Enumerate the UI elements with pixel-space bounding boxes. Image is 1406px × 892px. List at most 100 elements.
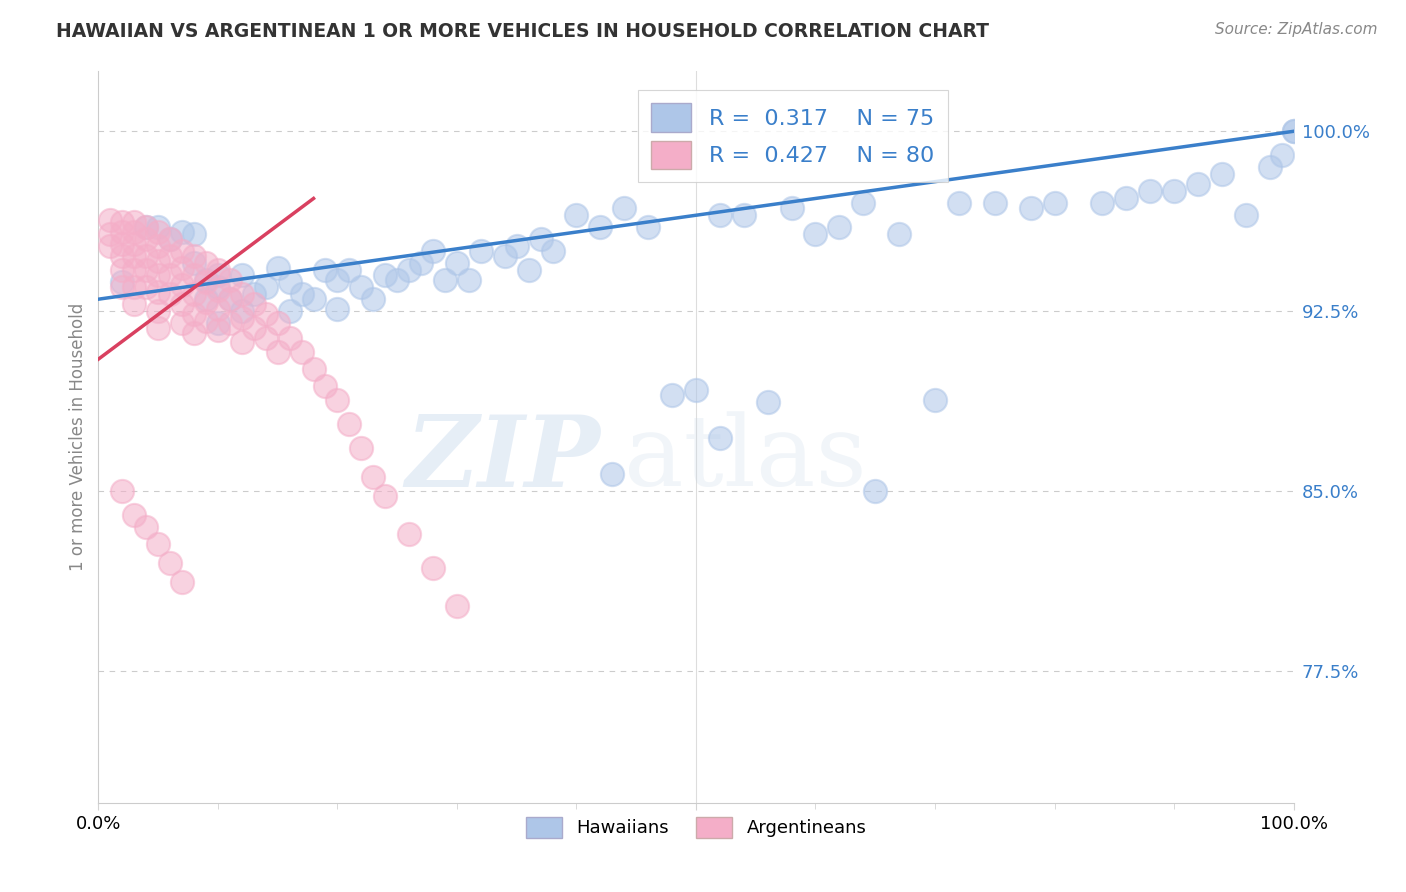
Point [254, 280, 277, 294]
Point [291, 345, 314, 359]
Point [183, 249, 205, 263]
Point [530, 232, 553, 246]
Point [709, 208, 731, 222]
Point [195, 294, 218, 309]
Point [183, 268, 205, 283]
Point [219, 292, 242, 306]
Point [148, 321, 170, 335]
Point [111, 483, 134, 498]
Point [172, 277, 194, 292]
Point [207, 280, 229, 294]
Point [231, 268, 253, 283]
Text: HAWAIIAN VS ARGENTINEAN 1 OR MORE VEHICLES IN HOUSEHOLD CORRELATION CHART: HAWAIIAN VS ARGENTINEAN 1 OR MORE VEHICL… [56, 22, 990, 41]
Point [494, 249, 516, 263]
Point [98, 227, 122, 242]
Point [195, 276, 218, 290]
Point [231, 304, 253, 318]
Point [254, 307, 277, 321]
Point [183, 227, 205, 242]
Point [195, 292, 218, 306]
Point [207, 323, 229, 337]
Point [135, 249, 157, 263]
Point [517, 263, 540, 277]
Point [135, 232, 157, 246]
Point [111, 237, 134, 252]
Point [1139, 184, 1161, 198]
Point [804, 227, 827, 242]
Point [159, 249, 181, 263]
Point [458, 273, 481, 287]
Point [135, 263, 157, 277]
Point [148, 537, 170, 551]
Point [159, 232, 181, 246]
Point [326, 273, 349, 287]
Point [148, 220, 170, 235]
Point [172, 260, 194, 275]
Point [780, 201, 803, 215]
Point [195, 273, 218, 287]
Point [756, 395, 779, 409]
Point [172, 575, 194, 590]
Point [470, 244, 492, 259]
Point [267, 260, 290, 275]
Point [350, 280, 373, 294]
Point [267, 345, 290, 359]
Point [315, 378, 337, 392]
Point [231, 335, 253, 350]
Point [865, 483, 887, 498]
Point [291, 287, 314, 301]
Point [541, 244, 564, 259]
Legend: Hawaiians, Argentineans: Hawaiians, Argentineans [519, 810, 873, 845]
Point [207, 316, 229, 330]
Point [254, 330, 277, 344]
Point [278, 276, 301, 290]
Point [889, 227, 911, 242]
Point [124, 508, 146, 522]
Point [243, 287, 266, 301]
Point [446, 599, 468, 614]
Point [602, 467, 624, 482]
Point [219, 292, 242, 306]
Point [434, 273, 457, 287]
Point [159, 287, 181, 301]
Point [111, 276, 134, 290]
Point [124, 280, 146, 294]
Point [1187, 177, 1209, 191]
Text: Source: ZipAtlas.com: Source: ZipAtlas.com [1215, 22, 1378, 37]
Point [589, 220, 612, 235]
Point [135, 220, 157, 235]
Point [565, 208, 588, 222]
Point [1019, 201, 1042, 215]
Point [924, 392, 946, 407]
Point [709, 431, 731, 445]
Point [183, 256, 205, 270]
Text: atlas: atlas [624, 411, 868, 507]
Point [733, 208, 755, 222]
Point [159, 232, 181, 246]
Point [124, 297, 146, 311]
Point [148, 285, 170, 299]
Point [172, 225, 194, 239]
Point [385, 273, 409, 287]
Point [828, 220, 851, 235]
Point [98, 239, 122, 253]
Point [339, 263, 361, 277]
Point [183, 307, 205, 321]
Point [446, 256, 468, 270]
Point [183, 287, 205, 301]
Point [219, 273, 242, 287]
Point [111, 280, 134, 294]
Point [852, 196, 875, 211]
Point [219, 316, 242, 330]
Point [398, 527, 420, 541]
Point [98, 213, 122, 227]
Point [124, 225, 146, 239]
Point [1282, 124, 1305, 138]
Point [148, 268, 170, 283]
Point [374, 268, 396, 283]
Point [135, 220, 157, 235]
Point [148, 225, 170, 239]
Point [148, 253, 170, 268]
Point [172, 316, 194, 330]
Point [422, 561, 444, 575]
